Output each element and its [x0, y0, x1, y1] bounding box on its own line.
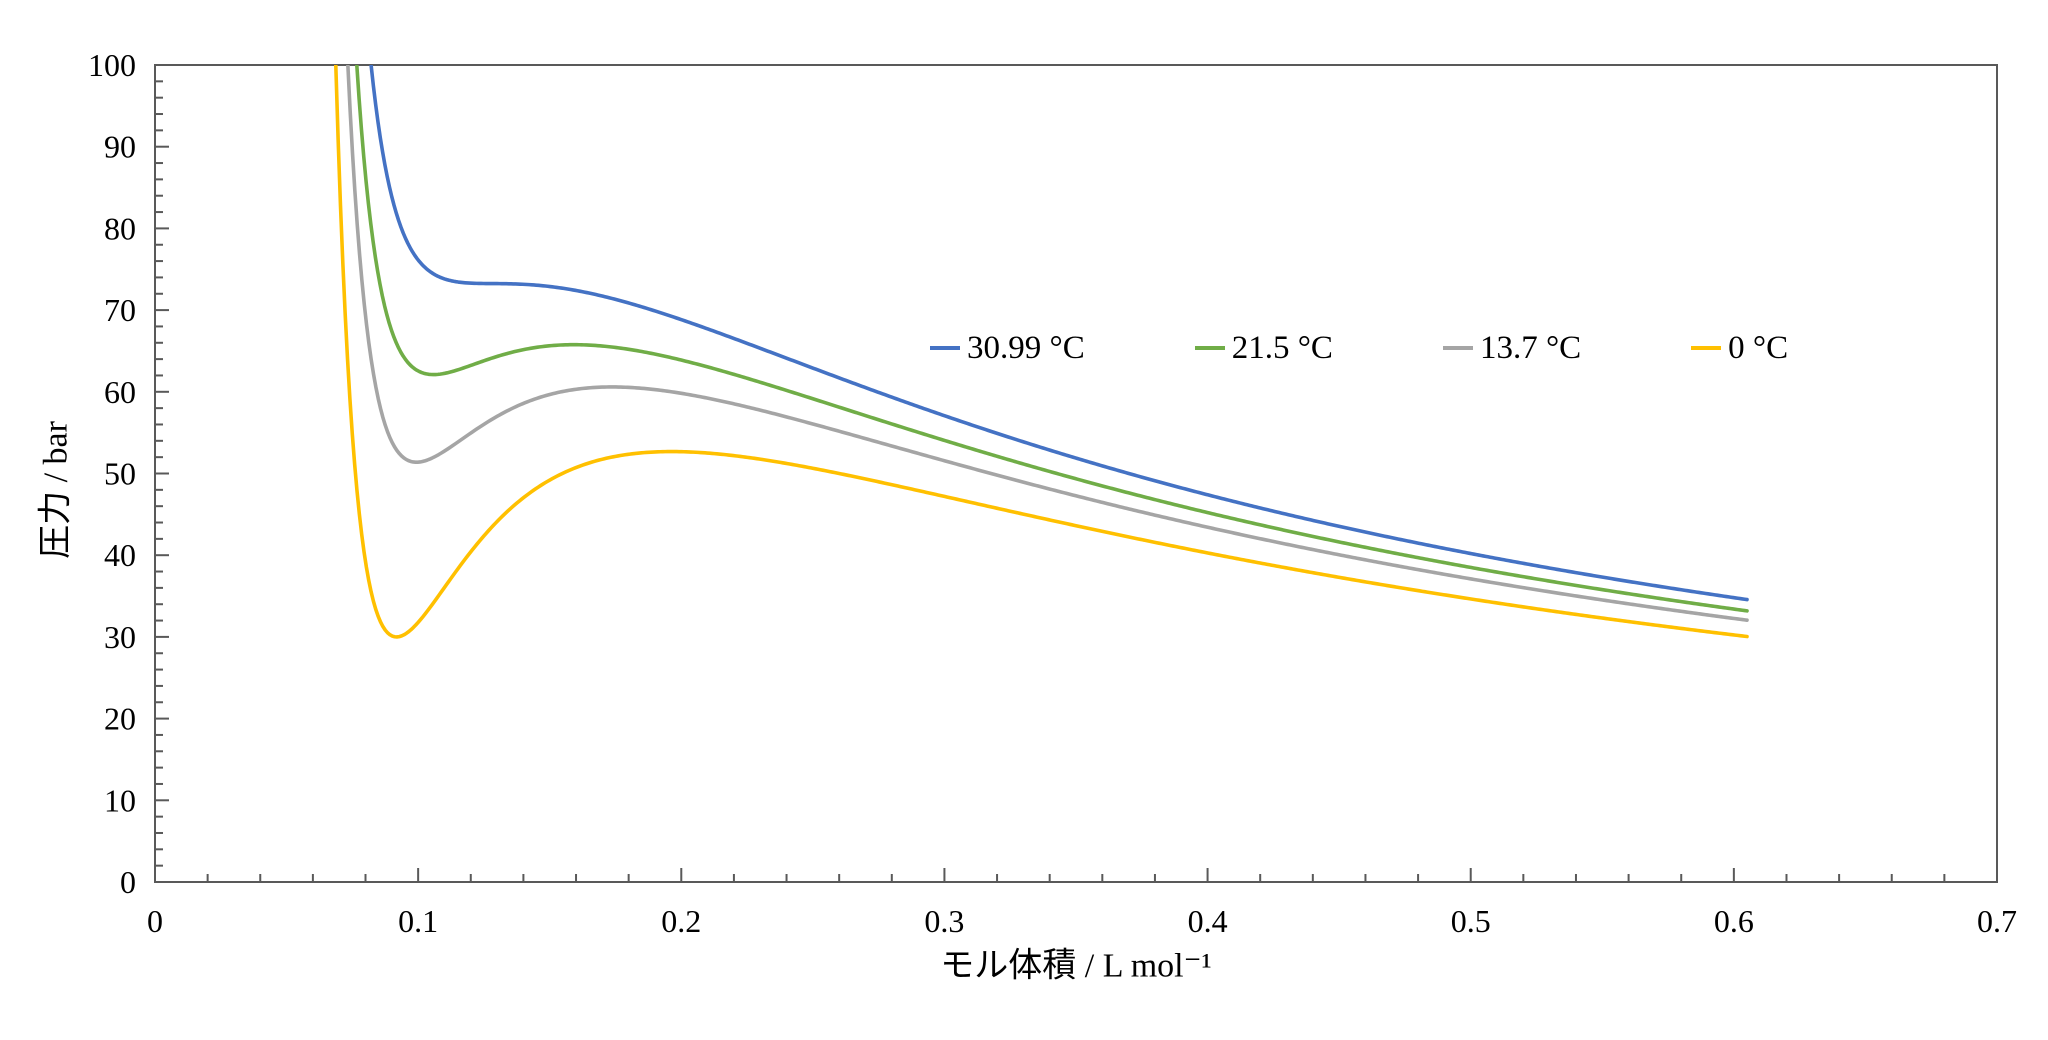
x-tick-label: 0.2 [661, 903, 701, 939]
legend: 30.99 °C 21.5 °C 13.7 °C 0 °C [930, 330, 1788, 366]
legend-label: 21.5 °C [1231, 330, 1333, 366]
x-tick-label: 0.1 [398, 903, 438, 939]
y-tick-label: 90 [104, 129, 136, 165]
y-tick-label: 70 [104, 292, 136, 328]
isotherm-curve-13.7 [346, 65, 1749, 622]
y-tick-label: 0 [120, 864, 136, 900]
legend-item: 13.7 °C [1442, 330, 1582, 366]
x-tick-label: 0.5 [1451, 903, 1491, 939]
isotherm-curve-0 [333, 65, 1749, 639]
legend-item: 0 °C [1691, 330, 1788, 366]
legend-item: 30.99 °C [930, 330, 1085, 366]
isotherm-curve-21.5 [354, 65, 1749, 613]
legend-line-swatch [1691, 346, 1722, 351]
y-tick-label: 30 [104, 619, 136, 655]
x-axis-title: モル体積 / L mol⁻¹ [940, 947, 1212, 985]
legend-label: 0 °C [1728, 330, 1789, 366]
x-tick-label: 0 [147, 903, 163, 939]
y-tick-label: 50 [104, 456, 136, 492]
legend-label: 30.99 °C [967, 330, 1085, 366]
legend-label: 13.7 °C [1479, 330, 1582, 366]
y-tick-label: 40 [104, 537, 136, 573]
y-tick-label: 10 [104, 782, 136, 818]
x-tick-label: 0.7 [1977, 903, 2017, 939]
y-tick-label: 100 [88, 47, 136, 83]
legend-line-swatch [1194, 346, 1225, 351]
y-tick-label: 60 [104, 374, 136, 410]
y-tick-label: 80 [104, 210, 136, 246]
x-tick-label: 0.3 [924, 903, 964, 939]
legend-item: 21.5 °C [1194, 330, 1333, 366]
y-axis-title: 圧力 / bar [37, 421, 75, 559]
legend-line-swatch [930, 346, 960, 351]
x-tick-label: 0.4 [1188, 903, 1228, 939]
isotherm-curve-30.99 [369, 65, 1749, 602]
plot-frame [154, 64, 1998, 883]
y-tick-label: 20 [104, 701, 136, 737]
x-tick-label: 0.6 [1714, 903, 1754, 939]
legend-line-swatch [1442, 346, 1473, 351]
